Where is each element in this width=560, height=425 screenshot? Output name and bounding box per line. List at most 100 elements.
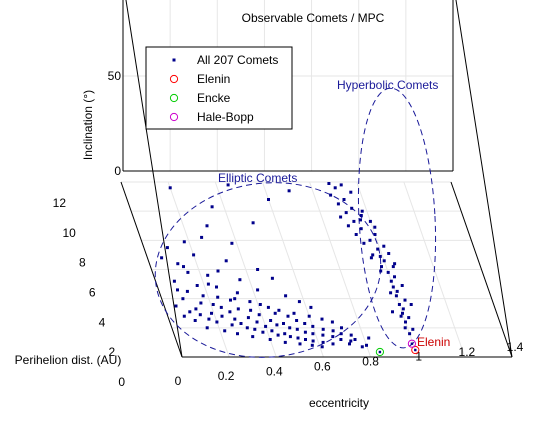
data-point-comet [382,259,386,263]
data-point-comet [165,246,169,250]
data-point-comet [168,186,172,190]
data-point-comet [230,241,234,245]
data-point-comet [205,224,209,228]
x-tick-label: 0.8 [362,355,379,369]
data-point-comet [409,303,413,306]
data-point-comet [275,323,279,327]
data-point-comet [378,254,382,258]
data-point-comet [394,294,398,298]
data-point-comet [389,279,393,283]
x-tick-label: 0.4 [266,364,283,378]
data-point-comet [403,298,407,302]
data-point-comet [395,289,399,293]
box-edge-right-vertical [455,0,513,358]
data-point-comet [331,342,335,346]
data-point-comet [362,241,366,245]
data-point-comet [220,314,224,318]
data-point-comet [215,285,218,289]
data-point-comet [228,310,232,314]
data-point-comet [389,291,393,295]
data-point-comet [235,291,239,295]
data-point-comet [321,340,325,344]
data-point-comet [268,338,272,341]
data-point-comet [292,311,296,315]
legend-entry-encke: Encke [169,91,231,105]
legend-label-elenin: Elenin [197,72,230,86]
data-point-comet [216,295,220,299]
data-point-comet [373,233,377,236]
legend-marker-hale-bopp [169,112,179,122]
data-point-comet [310,343,314,347]
data-point-comet [411,327,415,331]
annotation-elenin: Elenin [417,335,450,349]
data-point-comet [270,276,274,280]
legend-label-encke: Encke [197,91,231,105]
data-point-comet [360,209,364,213]
z-tick-label: 50 [108,69,122,83]
data-point-comet [348,342,351,346]
data-point-comet [210,205,214,209]
data-point-comet [397,303,401,306]
chart-title: Observable Comets / MPC [242,11,385,25]
data-point-comet [283,340,287,344]
data-point-comet [256,268,260,271]
data-point-comet [400,284,404,287]
legend-entry-elenin: Elenin [169,72,230,86]
data-point-comet [251,335,255,339]
data-point-comet [371,253,375,257]
data-point-comet [176,288,179,292]
data-point-comet [251,221,255,225]
data-point-comet [223,329,227,333]
data-point-comet [288,326,292,330]
data-point-comet [360,345,364,349]
y-tick-label: 2 [109,345,116,359]
data-point-comet [287,189,291,193]
legend-marker-encke [169,93,179,103]
data-point-comet [340,326,343,330]
data-point-comet [295,319,299,322]
data-point-comet [176,262,180,266]
elliptic-region-ellipse [154,182,382,358]
data-point-comet [273,311,277,315]
data-point-comet [192,253,196,257]
data-point-comet [226,183,230,187]
data-point-comet [206,282,210,286]
data-point-comet [211,303,215,306]
annotation-elliptic-comets: Elliptic Comets [218,171,297,185]
data-point-comet [229,298,232,302]
data-point-comet [199,301,203,305]
data-point-comet [207,317,211,321]
data-point-comet [277,308,281,312]
data-point-comet [270,329,274,333]
data-point-comet [195,284,199,287]
data-point-comet [238,278,242,282]
data-point-comet [331,335,335,339]
y-tick-label: 12 [53,196,67,210]
data-point-comet [401,307,405,311]
data-point-comet [296,336,300,340]
data-point-comet [215,320,219,324]
data-point-comet [352,219,356,223]
legend-marker-elenin [169,74,179,84]
data-point-comet [283,332,287,336]
data-point-comet [354,233,358,236]
data-point-comet [298,342,302,346]
data-point-comet [182,240,186,244]
data-point-comet [239,322,243,325]
data-point-comet [236,332,239,336]
data-point-comet [205,326,209,330]
box-edges [120,0,513,358]
data-point-comet [368,238,372,242]
x-tick-label: 1.2 [459,345,476,359]
box-edge-left [120,181,183,358]
data-point-comet [376,247,380,251]
box-edge-right-floor [450,181,513,358]
data-point-comet [186,270,190,274]
data-point-comet [339,215,343,219]
data-point-comet [258,303,262,306]
data-point-comet [174,304,178,308]
data-point-comet [369,256,373,260]
x-tick-label: 0.2 [218,369,235,383]
data-point-comet [276,333,280,337]
